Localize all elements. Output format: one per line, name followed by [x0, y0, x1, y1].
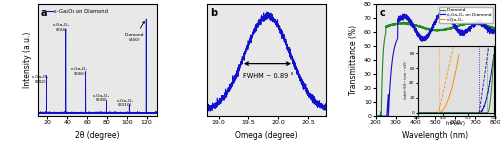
Text: ε-Ga₂O₃
(008): ε-Ga₂O₃ (008) [92, 94, 110, 102]
X-axis label: Wavelength (nm): Wavelength (nm) [402, 131, 468, 140]
Text: ε-Ga₂O₃
(004): ε-Ga₂O₃ (004) [53, 24, 70, 32]
Y-axis label: Intensity (a.u.): Intensity (a.u.) [23, 32, 32, 88]
Text: ε-Ga₂O₃
(006): ε-Ga₂O₃ (006) [70, 67, 88, 76]
Text: ε-Ga₂O₃
(0010): ε-Ga₂O₃ (0010) [116, 99, 134, 107]
Legend: Diamond, ε-Ga₂O₃ on Diamond, ε-Ga₂O₃: Diamond, ε-Ga₂O₃ on Diamond, ε-Ga₂O₃ [439, 7, 493, 23]
Text: a: a [41, 8, 48, 18]
Text: c: c [380, 8, 385, 18]
Legend: ε-Ga₂O₃ on Diamond: ε-Ga₂O₃ on Diamond [42, 7, 110, 16]
Y-axis label: Transmittance (%): Transmittance (%) [350, 25, 358, 95]
Text: b: b [210, 8, 218, 18]
Text: ε-Ga₂O₃
(002): ε-Ga₂O₃ (002) [32, 75, 49, 83]
X-axis label: 2θ (degree): 2θ (degree) [75, 131, 120, 140]
X-axis label: Omega (degree): Omega (degree) [235, 131, 298, 140]
Text: FWHM ~ 0.89 °: FWHM ~ 0.89 ° [244, 73, 294, 79]
Text: Diamond
(400): Diamond (400) [125, 21, 144, 42]
